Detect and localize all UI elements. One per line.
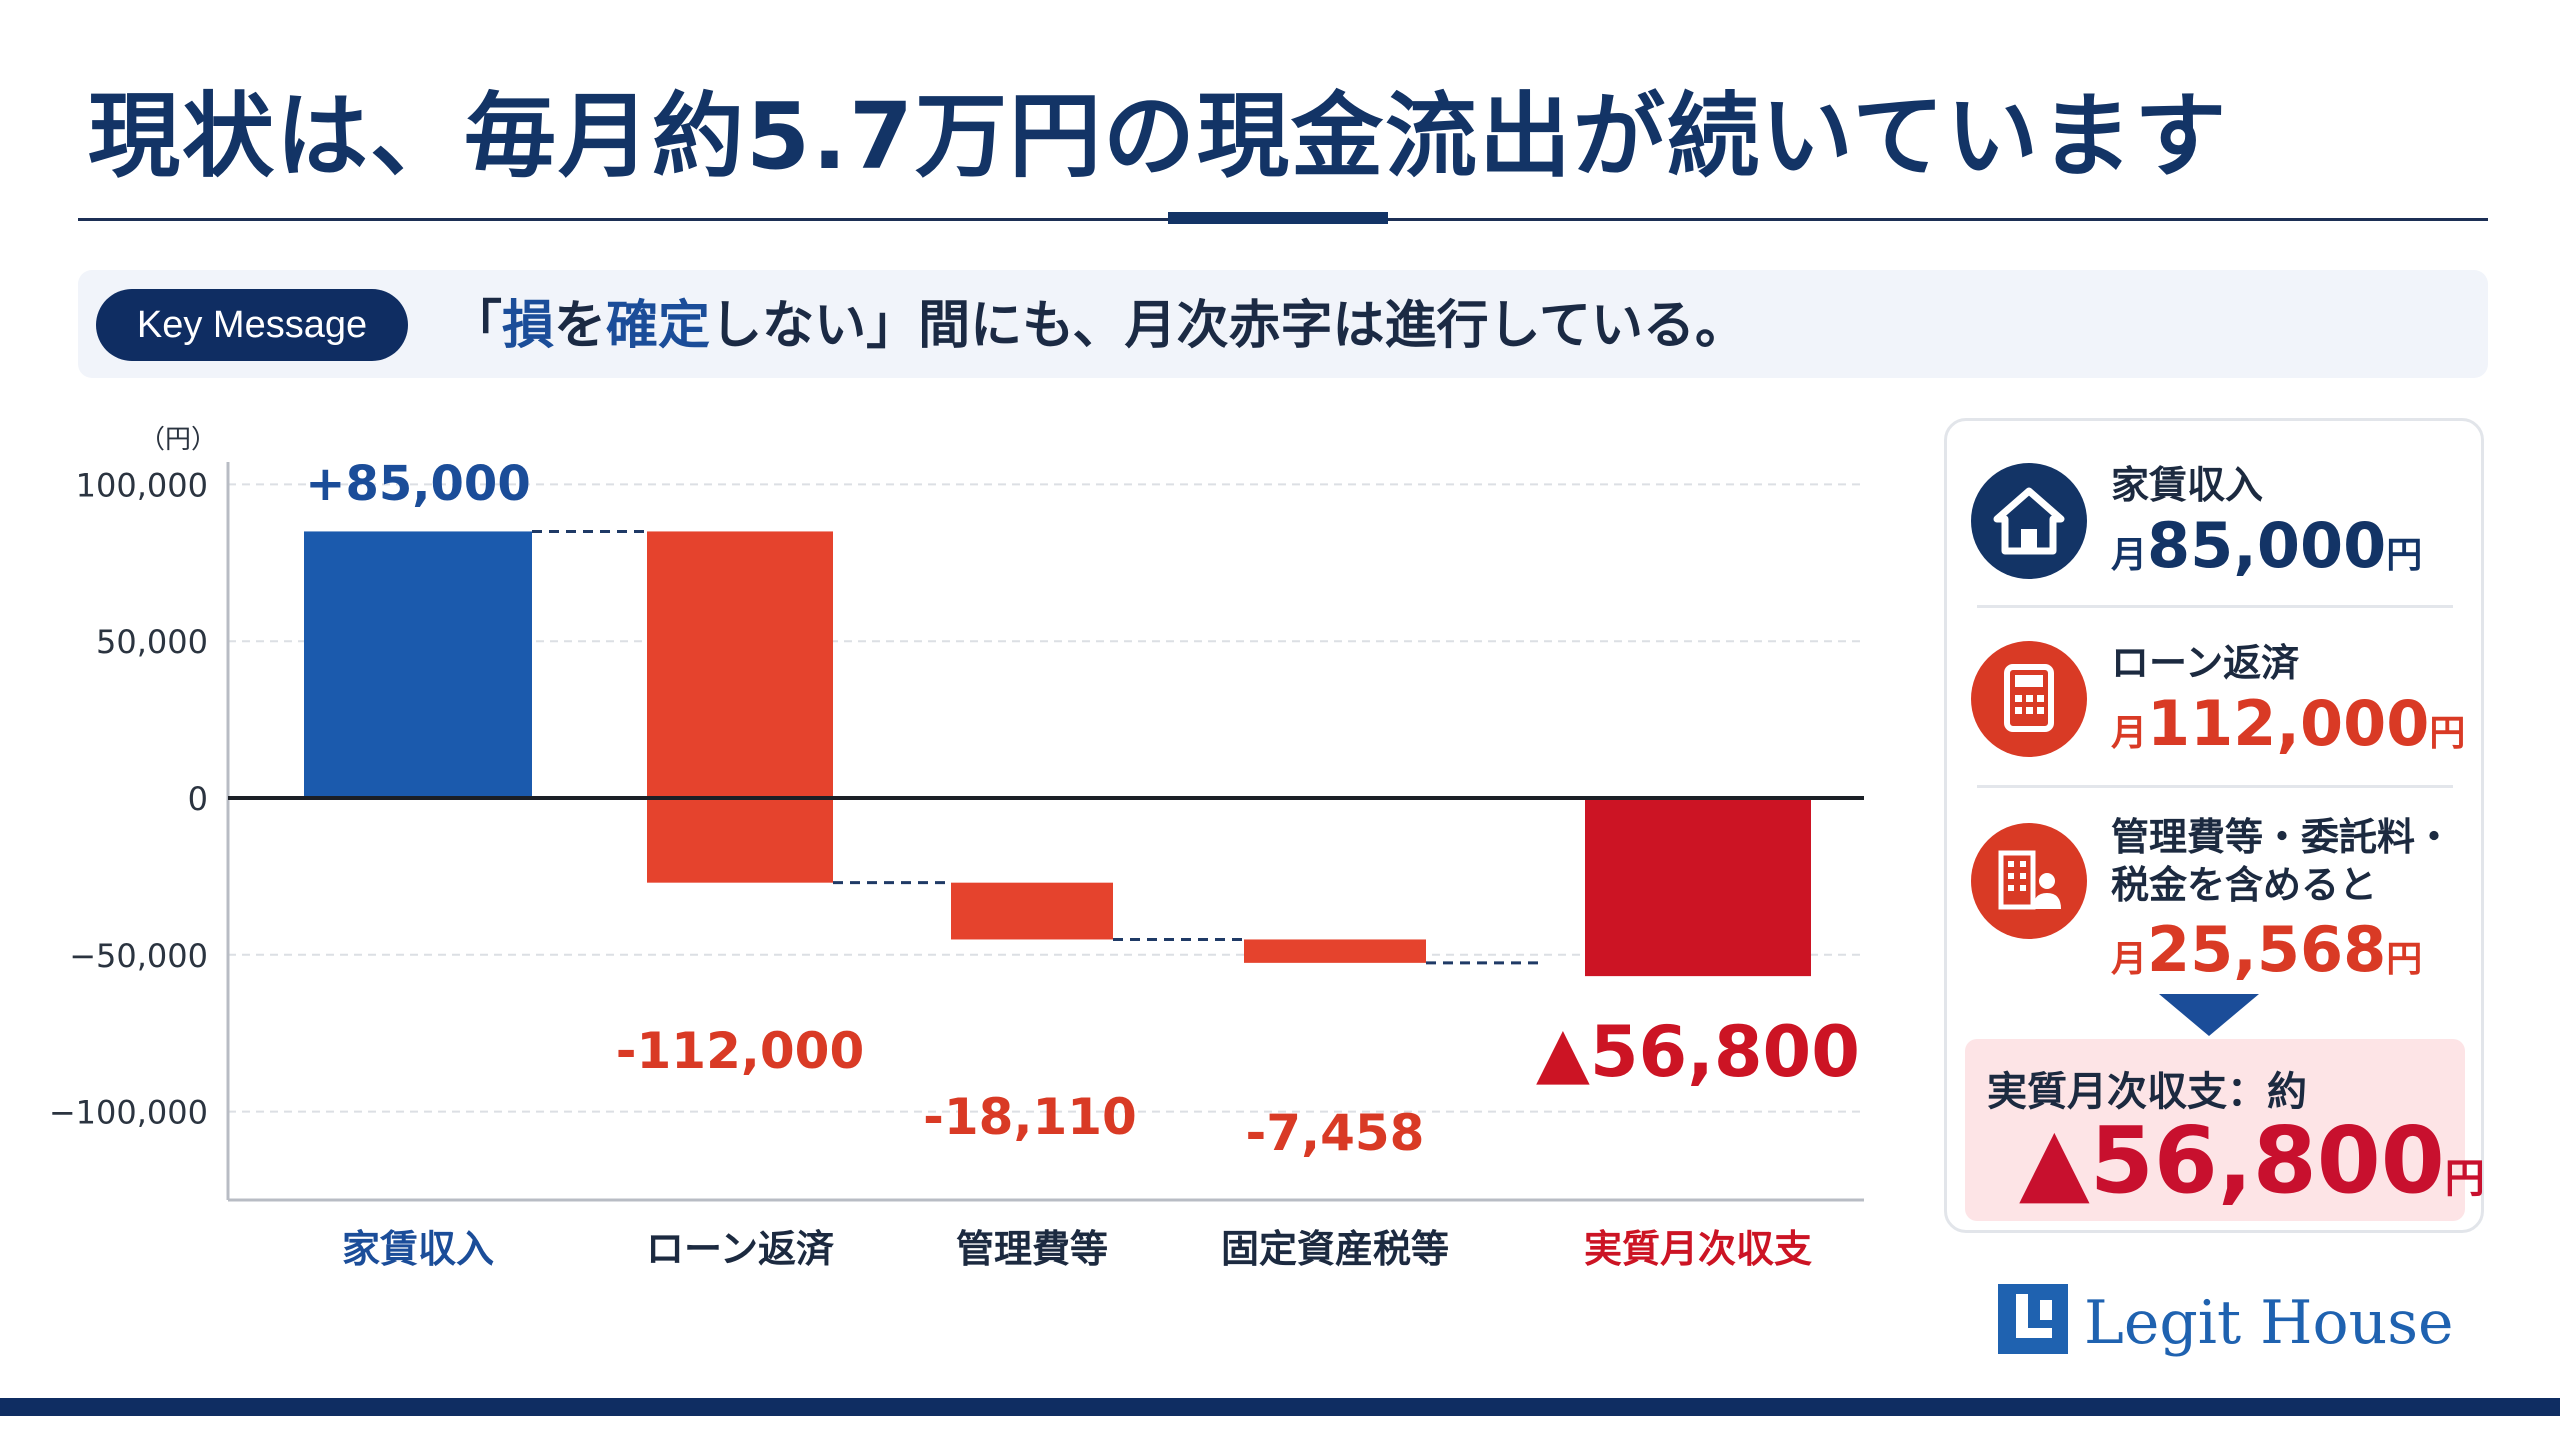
data-label: -112,000 [616,1022,865,1080]
x-tick-label: 実質月次収支 [1584,1227,1812,1271]
logo-mark-icon [1998,1284,2068,1354]
x-tick-label: 管理費等 [956,1227,1108,1271]
amount-value: 85,000 [2147,509,2387,582]
summary-divider [1977,605,2453,608]
bar [951,882,1113,940]
x-tick-label: ローン返済 [646,1227,835,1271]
building-person-icon [1971,823,2087,939]
summary-item-fees: 管理費等・委託料・ 税金を含めると 月25,568円 [1971,813,2459,986]
summary-card: 家賃収入 月85,000円 ローン返済 月112,000円 [1944,418,2485,1233]
result-value: ▲56,800 [2019,1107,2445,1214]
summary-amount-loan: 月112,000円 [2111,687,2465,760]
waterfall-chart: 100,000 50,000 0 −50,000 −100,000 （円） +85,000 -… [49,425,1864,1271]
y-tick-label: 0 [188,780,208,818]
calculator-icon [1971,641,2087,757]
amount-prefix: 月 [2111,535,2148,576]
data-label: +85,000 [305,456,530,512]
amount-prefix: 月 [2111,713,2148,754]
title-divider-accent [1168,212,1388,224]
y-tick-label: −50,000 [69,937,208,975]
summary-amount-fees: 月25,568円 [2111,913,2422,986]
key-message-band [78,270,2488,378]
y-tick-label: −100,000 [49,1094,208,1132]
key-message-rest: しない」間にも、月次赤字は進行している。 [710,296,1747,356]
summary-label-loan: ローン返済 [2111,641,2300,685]
result-label: 実質月次収支：約 [1987,1069,2307,1115]
bar [304,531,532,798]
key-message-bracket: 「 [450,296,503,356]
down-arrow-icon [2159,994,2259,1036]
bar [647,531,833,883]
data-label: -18,110 [923,1088,1137,1146]
summary-label-fees-2: 税金を含めると [2111,863,2378,907]
key-message-highlight-loss: 損 [502,296,555,356]
footer-bar [0,1398,2560,1416]
amount-suffix: 円 [2386,939,2423,980]
amount-suffix: 円 [2429,713,2466,754]
summary-label-rent: 家賃収入 [2111,463,2264,507]
house-icon [1971,463,2087,579]
y-tick-label: 100,000 [76,466,208,504]
logo-text: Legit House [2084,1288,2454,1358]
data-label: -7,458 [1246,1104,1425,1162]
x-tick-label: 固定資産税等 [1221,1227,1449,1271]
amount-suffix: 円 [2386,535,2423,576]
y-tick-label: 50,000 [96,623,208,661]
page-title: 現状は、毎月約5.7万円の現金流出が続いています [88,83,2229,190]
x-tick-label: 家賃収入 [342,1227,494,1271]
key-message-badge: Key Message [96,289,408,361]
bar [1244,939,1426,963]
result-box: 実質月次収支：約 ▲56,800円 [1965,1039,2485,1221]
summary-label-fees-1: 管理費等・委託料・ [2111,815,2454,859]
summary-item-rent: 家賃収入 月85,000円 [1971,461,2459,591]
key-message-highlight-confirm: 確定 [606,296,711,356]
y-axis-unit-label: （円） [139,425,217,455]
amount-value: 25,568 [2147,913,2387,986]
result-amount: ▲56,800円 [2019,1107,2485,1214]
summary-item-loan: ローン返済 月112,000円 [1971,639,2465,769]
summary-divider [1977,785,2453,788]
amount-value: 112,000 [2147,687,2430,760]
bar [1585,798,1811,977]
summary-amount-rent: 月85,000円 [2111,509,2422,582]
company-logo: Legit House [1996,1282,2476,1364]
key-message-particle: を [554,296,607,356]
result-suffix: 円 [2444,1156,2485,1202]
amount-prefix: 月 [2111,939,2148,980]
key-message-text: 「損を確定しない」間にも、月次赤字は進行している。 [450,294,1747,358]
data-label: ▲56,800 [1536,1011,1860,1093]
